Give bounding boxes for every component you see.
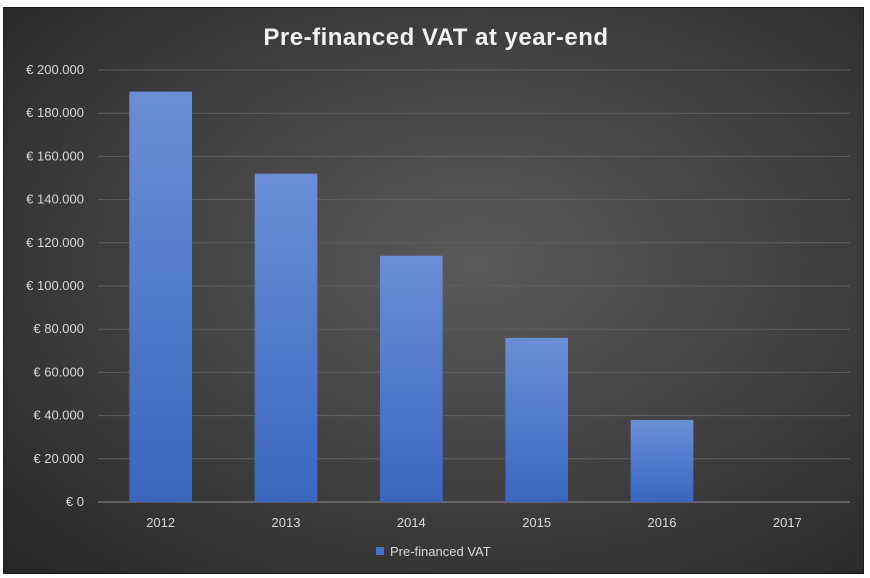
y-tick-label: € 40.000 bbox=[33, 408, 84, 423]
y-tick-label: € 80.000 bbox=[33, 321, 84, 336]
bar-2014 bbox=[380, 255, 443, 502]
chart-title: Pre-financed VAT at year-end bbox=[263, 24, 608, 51]
x-tick-label: 2013 bbox=[272, 515, 301, 530]
x-tick-label: 2016 bbox=[648, 515, 677, 530]
bar-2016 bbox=[630, 419, 694, 502]
gridlines bbox=[98, 69, 850, 503]
x-tick-label: 2012 bbox=[146, 515, 175, 530]
x-tick-label: 2017 bbox=[773, 515, 802, 530]
x-axis-ticks: 2012 2013 2014 2015 2016 2017 bbox=[146, 515, 802, 530]
y-tick-label: € 160.000 bbox=[26, 148, 84, 163]
y-tick-label: € 120.000 bbox=[26, 235, 84, 250]
bar-2013 bbox=[254, 173, 318, 502]
y-axis-ticks: € 0 € 20.000 € 40.000 € 60.000 € 80.000 € 100… bbox=[26, 62, 84, 509]
y-tick-label: € 60.000 bbox=[33, 364, 84, 379]
bar-2015 bbox=[505, 337, 568, 502]
y-tick-label: € 200.000 bbox=[26, 62, 84, 77]
legend: Pre-financed VAT bbox=[376, 544, 491, 559]
y-tick-label: € 0 bbox=[66, 494, 84, 509]
y-tick-label: € 140.000 bbox=[26, 192, 84, 207]
x-tick-label: 2014 bbox=[397, 515, 426, 530]
y-tick-label: € 180.000 bbox=[26, 105, 84, 120]
y-tick-label: € 20.000 bbox=[33, 451, 84, 466]
legend-swatch bbox=[376, 547, 384, 555]
bar-2012 bbox=[129, 91, 192, 502]
y-tick-label: € 100.000 bbox=[26, 278, 84, 293]
bars bbox=[129, 91, 694, 502]
legend-label: Pre-financed VAT bbox=[390, 544, 491, 559]
x-tick-label: 2015 bbox=[522, 515, 551, 530]
